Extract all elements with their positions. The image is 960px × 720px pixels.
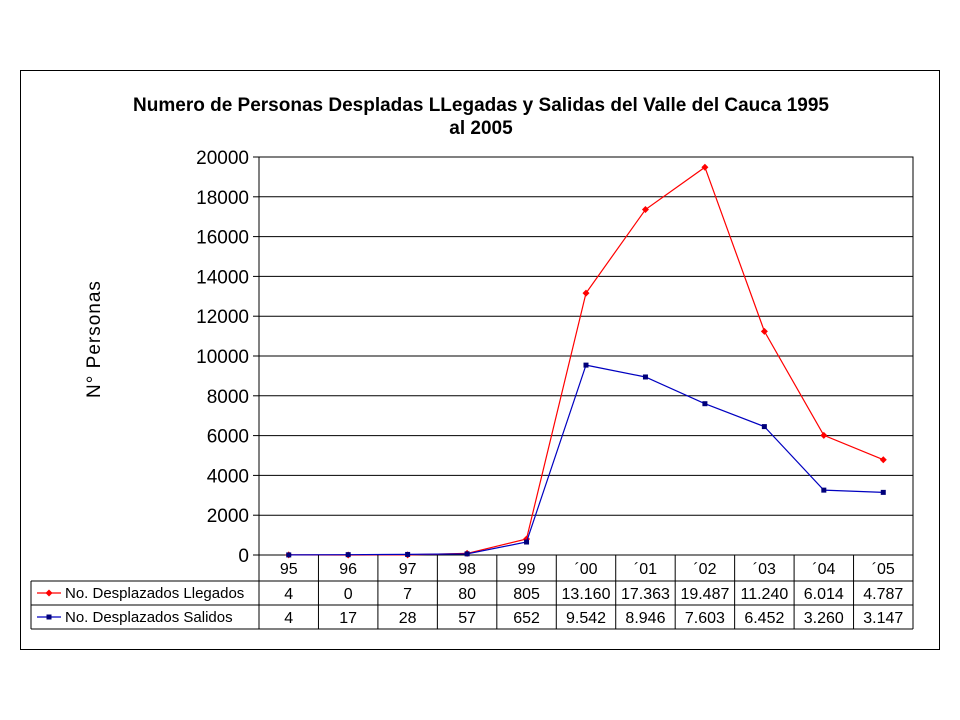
- data-label: 7.603: [685, 610, 725, 627]
- x-tick-label: ´02: [693, 561, 716, 578]
- x-tick-label: ´00: [574, 561, 597, 578]
- data-label: 80: [458, 586, 476, 603]
- data-point: [405, 551, 411, 557]
- data-label: 57: [458, 610, 476, 627]
- data-point: [702, 401, 708, 407]
- chart-title-line-2: al 2005: [449, 118, 513, 139]
- data-label: 6.014: [804, 586, 844, 603]
- data-label: 4: [284, 610, 293, 627]
- data-point: [701, 163, 709, 171]
- data-label: 3.260: [804, 610, 844, 627]
- chart-frame: Numero de Personas Despladas LLegadas y …: [20, 70, 940, 650]
- data-point: [641, 205, 649, 213]
- data-label: 11.240: [740, 586, 788, 603]
- legend-marker-2: [46, 614, 52, 620]
- y-tick-label: 10000: [196, 347, 249, 368]
- data-label: 652: [513, 610, 540, 627]
- data-label: 3.147: [863, 610, 903, 627]
- x-tick-label: ´01: [634, 561, 657, 578]
- x-tick-label: ´05: [872, 561, 895, 578]
- series-line-2: [288, 364, 884, 556]
- y-tick-label: 6000: [207, 427, 249, 448]
- legend-label-1: No. Desplazados Llegados: [65, 585, 244, 602]
- data-label: 4.787: [863, 586, 903, 603]
- data-label: 805: [513, 586, 540, 603]
- y-tick-label: 12000: [196, 307, 249, 328]
- plot-area: [258, 156, 914, 556]
- y-tick-label: 14000: [196, 267, 249, 288]
- legend-marker-1: [45, 589, 53, 597]
- x-tick-label: 98: [458, 561, 476, 578]
- data-label: 4: [284, 586, 293, 603]
- data-point: [821, 487, 827, 493]
- chart-title-line-1: Numero de Personas Despladas LLegadas y …: [133, 95, 829, 116]
- data-point: [345, 552, 351, 558]
- y-tick-label: 20000: [196, 148, 249, 169]
- y-tick-label: 2000: [207, 506, 249, 527]
- data-point: [760, 327, 768, 335]
- x-tick-label: ´04: [812, 561, 835, 578]
- y-tick-label: 18000: [196, 188, 249, 209]
- data-label: 7: [403, 586, 412, 603]
- data-point: [642, 374, 648, 380]
- data-point: [761, 424, 767, 430]
- x-tick-label: 97: [399, 561, 417, 578]
- y-tick-label: 4000: [207, 466, 249, 487]
- data-label: 8.946: [625, 610, 665, 627]
- data-point: [524, 539, 530, 545]
- x-tick-label: 99: [518, 561, 536, 578]
- data-point: [464, 551, 470, 557]
- x-tick-label: 95: [280, 561, 298, 578]
- data-point: [583, 362, 589, 368]
- data-point: [879, 456, 887, 464]
- data-label: 17.363: [621, 586, 670, 603]
- data-label: 13.160: [562, 586, 611, 603]
- data-label: 19.487: [680, 586, 729, 603]
- x-tick-label: 96: [339, 561, 357, 578]
- data-label: 9.542: [566, 610, 606, 627]
- y-tick-label: 0: [238, 546, 249, 567]
- data-point: [820, 431, 828, 439]
- y-tick-label: 8000: [207, 387, 249, 408]
- y-tick-label: 16000: [196, 228, 249, 249]
- data-label: 28: [399, 610, 417, 627]
- chart-title: Numero de Personas Despladas LLegadas y …: [133, 95, 829, 139]
- data-label: 6.452: [744, 610, 784, 627]
- data-label: 17: [339, 610, 357, 627]
- legend-label-2: No. Desplazados Salidos: [65, 609, 233, 626]
- data-point: [582, 289, 590, 297]
- y-axis-label: N° Personas: [84, 280, 105, 398]
- data-point: [880, 489, 886, 495]
- data-label: 0: [344, 586, 353, 603]
- data-point: [286, 552, 292, 558]
- x-tick-label: ´03: [753, 561, 776, 578]
- series-line-1: [288, 166, 884, 556]
- line-chart: Numero de Personas Despladas LLegadas y …: [30, 95, 914, 630]
